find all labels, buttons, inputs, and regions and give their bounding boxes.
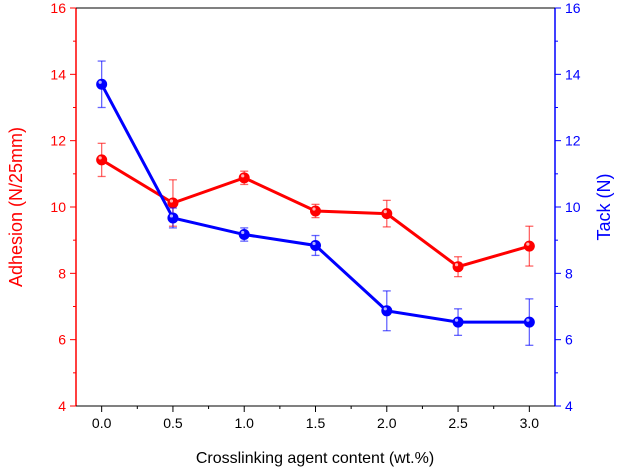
tack-point-highlight bbox=[169, 214, 174, 218]
tack-point-highlight bbox=[241, 230, 245, 235]
tack-point-highlight bbox=[526, 318, 530, 322]
right-y-tick-label: 16 bbox=[565, 0, 581, 16]
ticks: 0.0 0.5 1.0 1.5 2.0 2.5 3.0 4 6 8 10 12 14 16 4 6 8 10 12 1… bbox=[50, 0, 580, 431]
right-y-tick-label: 6 bbox=[565, 332, 573, 348]
adhesion-series bbox=[96, 142, 535, 278]
tack-point bbox=[381, 305, 393, 317]
tack-line bbox=[100, 83, 530, 324]
left-y-tick-label: 16 bbox=[50, 0, 66, 16]
right-y-tick-label: 14 bbox=[565, 66, 581, 82]
adhesion-point-highlight bbox=[241, 174, 245, 178]
left-y-tick-label: 10 bbox=[50, 199, 66, 215]
tack-point bbox=[167, 212, 179, 224]
adhesion-point bbox=[167, 197, 179, 209]
x-axis-label: Crosslinking agent content (wt.%) bbox=[196, 450, 434, 467]
tack-point-highlight bbox=[312, 241, 316, 246]
tack-point-highlight bbox=[454, 318, 459, 322]
left-y-tick-label: 4 bbox=[58, 398, 66, 414]
adhesion-point bbox=[381, 208, 393, 220]
adhesion-point bbox=[96, 154, 108, 166]
adhesion-point-highlight bbox=[526, 242, 530, 246]
tack-point bbox=[452, 316, 464, 328]
adhesion-point-highlight bbox=[454, 263, 459, 267]
adhesion-point bbox=[452, 261, 464, 273]
right-y-tick-label: 8 bbox=[565, 265, 573, 281]
tack-point bbox=[238, 229, 250, 241]
x-tick-label: 1.0 bbox=[234, 415, 254, 431]
adhesion-point bbox=[310, 205, 321, 217]
left-y-tick-label: 8 bbox=[58, 265, 66, 281]
right-y-tick-label: 10 bbox=[565, 199, 581, 215]
adhesion-point-highlight bbox=[98, 156, 102, 160]
tack-point-highlight bbox=[98, 80, 102, 84]
left-y-tick-label: 12 bbox=[50, 133, 66, 149]
chart-marks bbox=[96, 60, 535, 346]
adhesion-point-highlight bbox=[383, 210, 387, 214]
x-tick-label: 2.0 bbox=[377, 415, 397, 431]
tack-series bbox=[96, 60, 535, 346]
tack-point bbox=[310, 239, 321, 251]
x-tick-label: 1.5 bbox=[306, 415, 326, 431]
x-tick-label: 0.0 bbox=[92, 415, 112, 431]
adhesion-point bbox=[238, 172, 250, 184]
x-tick-label: 3.0 bbox=[520, 415, 540, 431]
right-y-tick-label: 4 bbox=[565, 398, 573, 414]
tack-point-highlight bbox=[383, 307, 387, 311]
tack-point bbox=[523, 316, 535, 328]
left-y-tick-label: 14 bbox=[50, 66, 66, 82]
right-y-axis-label: Tack (N) bbox=[594, 174, 614, 241]
tack-point bbox=[96, 78, 108, 90]
adhesion-point bbox=[523, 240, 535, 252]
adhesion-point-highlight bbox=[169, 199, 174, 203]
right-y-tick-label: 12 bbox=[565, 133, 581, 149]
x-tick-label: 2.5 bbox=[448, 415, 468, 431]
adhesion-point-highlight bbox=[312, 207, 316, 211]
x-tick-label: 0.5 bbox=[163, 415, 183, 431]
left-y-tick-label: 6 bbox=[58, 332, 66, 348]
left-y-axis-label: Adhesion (N/25mm) bbox=[6, 127, 26, 287]
